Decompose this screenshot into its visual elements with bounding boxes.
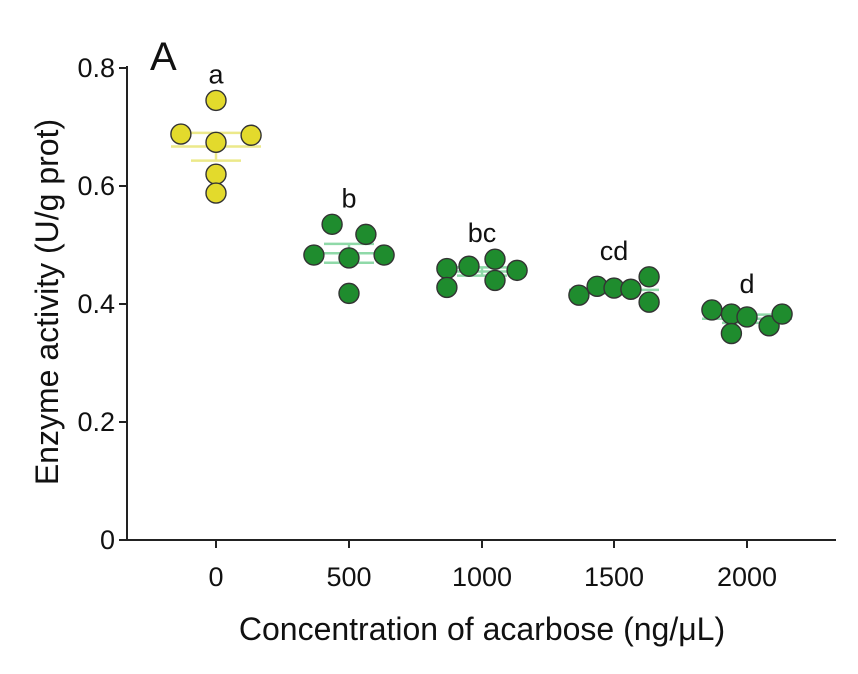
axes	[119, 66, 836, 548]
data-point	[701, 299, 723, 321]
data-point	[638, 291, 660, 313]
group-1000	[436, 248, 528, 299]
group-2000	[701, 299, 793, 345]
y-tick-label: 0.2	[77, 407, 115, 437]
data-point	[303, 244, 325, 266]
x-tick-label: 0	[208, 562, 223, 592]
data-point	[484, 248, 506, 270]
group-0	[170, 89, 262, 204]
data-point	[736, 306, 758, 328]
data-point	[620, 278, 642, 300]
y-axis-title: Enzyme activity (U/g prot)	[29, 119, 65, 485]
significance-label: a	[208, 59, 224, 89]
data-point	[321, 213, 343, 236]
significance-label: b	[341, 183, 356, 213]
data-point	[170, 123, 192, 145]
data-point	[205, 131, 227, 154]
data-point	[355, 223, 377, 246]
y-tick-label: 0	[100, 525, 115, 555]
data-point	[458, 255, 480, 277]
y-tick-label: 0.8	[77, 53, 115, 83]
data-point	[484, 269, 506, 292]
x-tick-label: 1000	[452, 562, 512, 592]
data-point	[720, 322, 743, 345]
group-500	[303, 213, 395, 305]
data-point	[771, 303, 793, 325]
x-axis-title: Concentration of acarbose (ng/μL)	[239, 611, 725, 647]
data-point	[568, 284, 590, 306]
data-point	[436, 276, 458, 299]
y-tick-label: 0.6	[77, 171, 115, 201]
data-point	[338, 282, 360, 305]
x-tick-label: 1500	[584, 562, 644, 592]
data-point	[338, 247, 360, 269]
significance-label: bc	[468, 218, 497, 248]
data-marks	[170, 89, 793, 345]
data-point	[373, 244, 395, 266]
group-1500	[568, 266, 660, 313]
text-labels: A Concentration of acarbose (ng/μL) Enzy…	[29, 35, 777, 647]
data-point	[205, 89, 227, 112]
panel-label: A	[150, 35, 177, 79]
data-point	[436, 257, 458, 280]
y-tick-label: 0.4	[77, 289, 115, 319]
significance-label: cd	[600, 236, 629, 266]
x-tick-label: 500	[326, 562, 371, 592]
x-tick-label: 2000	[717, 562, 777, 592]
data-point	[205, 182, 227, 204]
data-point	[638, 266, 660, 288]
data-point	[506, 259, 528, 282]
data-point	[240, 124, 262, 146]
data-point	[205, 163, 227, 185]
significance-label: d	[739, 269, 754, 299]
